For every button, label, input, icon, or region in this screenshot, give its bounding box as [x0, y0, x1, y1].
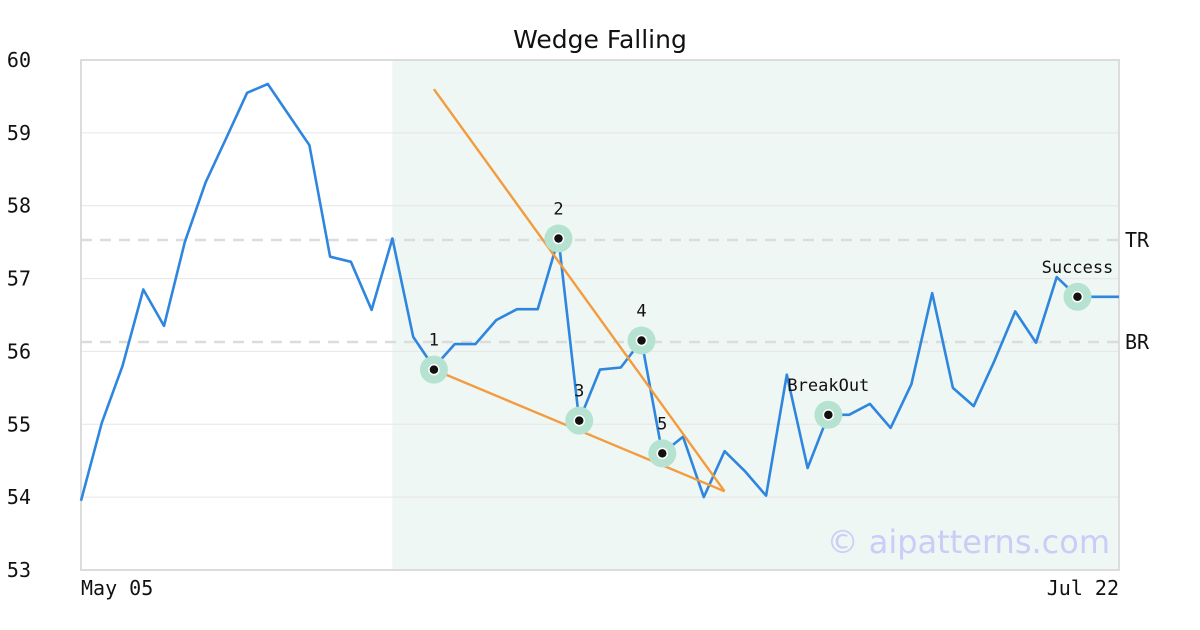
y-tick-label: 54: [7, 485, 31, 509]
y-tick-label: 53: [7, 558, 31, 582]
wedge-trendline-upper: [432, 88, 726, 493]
marker-label-5: 5: [657, 414, 667, 434]
marker-label-breakout: BreakOut: [787, 376, 869, 396]
watermark-text: © aipatterns.com: [827, 523, 1110, 561]
marker-dot-success: [1071, 291, 1084, 303]
x-tick-label-end: Jul 22: [1047, 576, 1119, 600]
marker-dot-4: [635, 334, 648, 347]
marker-dot-5: [656, 447, 669, 460]
y-tick-label: 58: [7, 194, 31, 218]
marker-label-3: 3: [574, 382, 584, 402]
plot-area: 53 54 55 56 57 58 59 60 TR BR 1 2 3 4 5 BreakOut Success…: [7, 48, 1150, 582]
marker-label-4: 4: [636, 302, 646, 322]
marker-dot-3: [573, 414, 585, 427]
y-tick-label: 55: [7, 412, 31, 436]
y-tick-label: 59: [7, 121, 31, 145]
y-tick-label: 60: [7, 48, 31, 72]
marker-label-success: Success: [1042, 258, 1114, 278]
y-tick-label: 56: [7, 339, 31, 363]
marker-dot-2: [552, 232, 565, 245]
price-series-line: [79, 82, 1119, 502]
y-tick-label: 57: [7, 267, 31, 291]
marker-dot-1: [428, 363, 440, 376]
plot-frame: [80, 59, 1120, 571]
marker-label-1: 1: [429, 331, 439, 351]
level-label-br: BR: [1125, 330, 1150, 354]
pattern-region-shading: [392, 60, 1119, 570]
x-tick-label-start: May 05: [81, 576, 153, 600]
level-label-tr: TR: [1125, 228, 1150, 252]
chart-title: Wedge Falling: [513, 25, 687, 54]
marker-label-2: 2: [553, 200, 563, 220]
marker-dot-breakout: [822, 409, 835, 421]
